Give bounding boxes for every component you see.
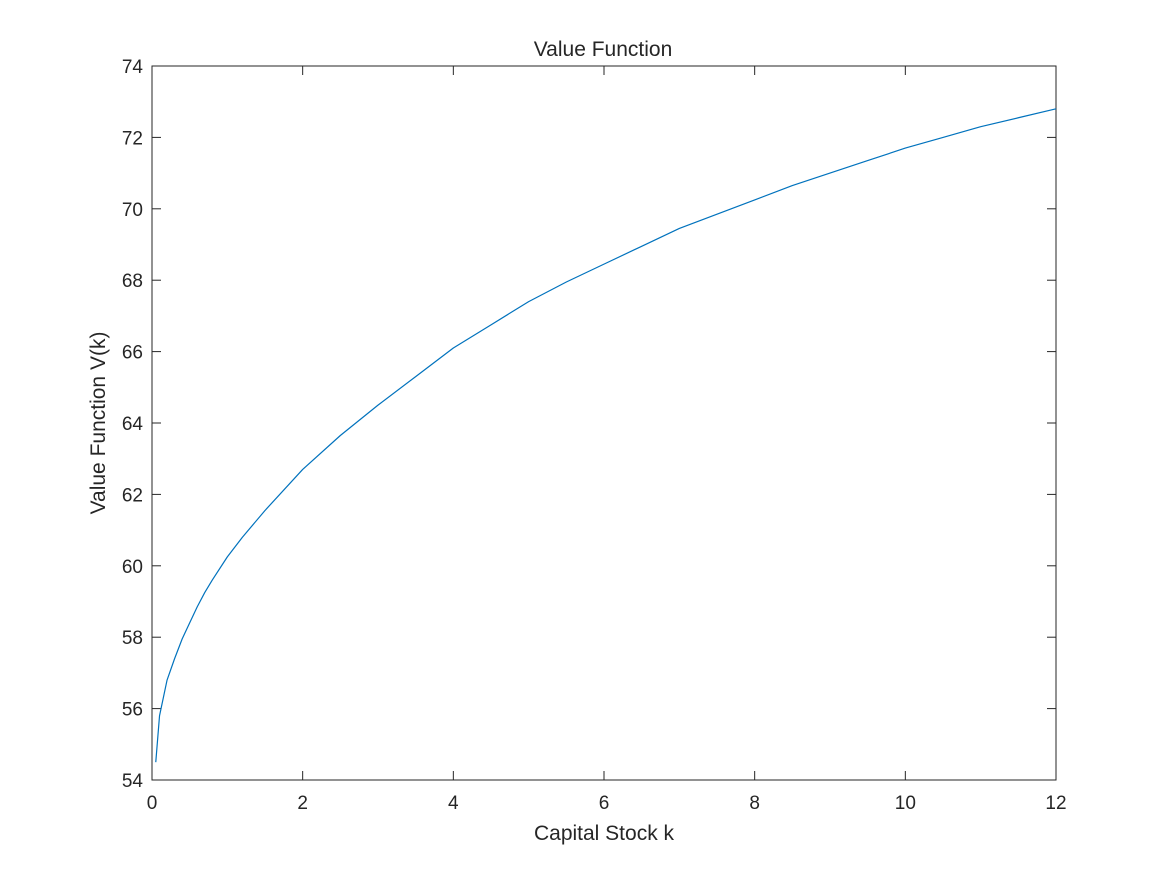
x-axis-ticks: 0 2 4 6 8 10 12 bbox=[147, 66, 1067, 814]
x-tick-label: 8 bbox=[749, 793, 760, 814]
y-tick-label: 58 bbox=[122, 628, 143, 649]
y-tick-label: 54 bbox=[122, 771, 144, 792]
y-tick-label: 70 bbox=[122, 200, 143, 221]
y-axis-ticks: 54 56 58 60 62 64 66 68 70 72 74 bbox=[122, 57, 1056, 792]
x-tick-label: 2 bbox=[297, 793, 308, 814]
y-tick-label: 62 bbox=[122, 485, 143, 506]
x-tick-label: 4 bbox=[448, 793, 459, 814]
y-tick-label: 68 bbox=[122, 271, 143, 292]
series-layer bbox=[155, 108, 1057, 763]
x-tick-label: 10 bbox=[895, 793, 916, 814]
series-line bbox=[155, 108, 1057, 763]
y-tick-label: 56 bbox=[122, 700, 143, 721]
y-tick-label: 64 bbox=[122, 414, 144, 435]
x-tick-label: 12 bbox=[1045, 793, 1066, 814]
x-axis-label: Capital Stock k bbox=[534, 822, 675, 845]
y-tick-label: 66 bbox=[122, 343, 143, 364]
y-tick-label: 72 bbox=[122, 128, 143, 149]
y-tick-label: 74 bbox=[122, 57, 144, 78]
y-axis-label: Value Function V(k) bbox=[87, 332, 110, 515]
axes-box bbox=[151, 65, 1057, 781]
plot-area bbox=[151, 65, 1057, 781]
x-tick-label: 0 bbox=[147, 793, 158, 814]
chart-title: Value Function bbox=[534, 38, 673, 61]
x-tick-label: 6 bbox=[599, 793, 610, 814]
y-tick-label: 60 bbox=[122, 557, 143, 578]
